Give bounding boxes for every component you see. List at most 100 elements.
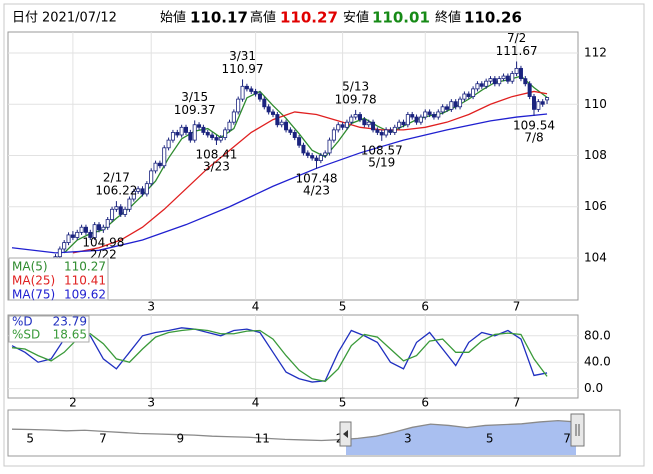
x-tick-label: 7	[513, 300, 521, 314]
y-tick-label: 80.0	[584, 328, 611, 342]
candle-body	[536, 101, 541, 110]
candle-body	[88, 231, 93, 238]
candle-body	[305, 152, 310, 156]
candle-body	[75, 231, 80, 238]
navigator-tick-label: 9	[177, 432, 185, 446]
candle-body	[114, 206, 119, 210]
candle-body	[397, 121, 402, 128]
candle-body	[157, 162, 162, 167]
candle-body	[292, 132, 297, 138]
candle-body	[257, 93, 262, 100]
candle-body	[440, 106, 445, 113]
candle-body	[327, 139, 332, 154]
candle-body	[136, 188, 141, 192]
candle-body	[431, 114, 436, 118]
candle-body	[118, 206, 123, 215]
legend-box	[8, 257, 109, 301]
candle-body	[471, 88, 476, 97]
candle-body	[301, 144, 306, 154]
candle-body	[392, 126, 397, 133]
candle-body	[183, 126, 188, 133]
legend-value: 23.79	[53, 315, 87, 329]
candle-body	[249, 88, 254, 92]
legend-label: MA(25)	[12, 274, 55, 288]
x-tick-label: 5	[339, 300, 347, 314]
navigator-line	[11, 419, 577, 442]
candle-body	[458, 98, 463, 108]
x-tick-label: 6	[421, 396, 429, 410]
legend-label: %SD	[12, 328, 40, 342]
candle-body	[532, 96, 537, 110]
candle-body	[318, 155, 323, 162]
candle-body	[375, 129, 380, 133]
candle-body	[366, 121, 371, 126]
annotation-value: 104.98	[82, 235, 124, 249]
candle-body	[201, 126, 206, 133]
candle-body	[79, 226, 84, 233]
candle-body	[83, 226, 88, 233]
candle-body	[540, 101, 545, 105]
y-tick-label: 108	[584, 148, 607, 162]
annotation-value: 110.97	[222, 62, 264, 76]
candle-body	[527, 83, 532, 97]
legend-value: 110.41	[64, 274, 106, 288]
annotation-date: 5/19	[368, 155, 395, 169]
x-tick-label: 3	[147, 396, 155, 410]
candle-body	[444, 106, 449, 110]
candle-body	[314, 157, 319, 162]
open: 110.17	[190, 9, 248, 27]
y-tick-label: 112	[584, 46, 607, 60]
candle-body	[140, 188, 145, 195]
candle-body	[501, 75, 506, 80]
candle-body	[66, 234, 71, 244]
candle-body	[288, 129, 293, 133]
x-tick-label: 4	[252, 396, 260, 410]
annotation-date: 3/15	[181, 90, 208, 104]
candle-body	[214, 137, 219, 141]
candle-body	[310, 155, 315, 159]
date-label: 日付	[12, 11, 38, 26]
stoch-line	[11, 327, 548, 383]
candle-body	[510, 73, 515, 82]
candle-body	[331, 129, 336, 141]
x-tick-label: 5	[339, 396, 347, 410]
navigator-area	[346, 420, 576, 455]
candle-body	[127, 198, 132, 210]
candle-body	[105, 219, 110, 228]
candle-body	[97, 224, 102, 231]
legend-label: %D	[12, 315, 33, 329]
annotation-date: 2/17	[103, 171, 130, 185]
range-handle[interactable]	[570, 413, 585, 447]
candle-body	[297, 137, 302, 146]
navigator-tick-label: 11	[255, 432, 270, 446]
candle-body	[401, 121, 406, 126]
navigator-tick-label: 7	[99, 432, 107, 446]
candle-body	[410, 114, 415, 118]
candle-body	[388, 129, 393, 133]
navigator-tick-label: 5	[26, 432, 34, 446]
annotation-value: 109.54	[513, 119, 555, 133]
candle-body	[336, 124, 341, 131]
handle-arrow	[343, 430, 348, 438]
legend-label: MA(5)	[12, 260, 48, 274]
candle-body	[423, 111, 428, 118]
annotation-date: 3/23	[203, 159, 230, 173]
annotation-value: 111.67	[496, 44, 538, 58]
candle-body	[253, 91, 258, 95]
navigator-tick-label: 3	[404, 432, 412, 446]
candle-body	[523, 78, 528, 85]
candle-body	[101, 226, 106, 231]
y-tick-label: 0.0	[584, 381, 603, 395]
legend-value: 110.27	[64, 260, 106, 274]
legend-label: MA(75)	[12, 288, 55, 302]
candle-body	[466, 93, 471, 97]
low: 110.01	[372, 9, 430, 27]
candle-body	[266, 106, 271, 113]
date: 2021/07/12	[42, 11, 117, 26]
candle-body	[223, 129, 228, 138]
y-tick-label: 106	[584, 199, 607, 213]
main-panel	[7, 31, 579, 301]
annotation-value: 108.57	[361, 143, 403, 157]
x-tick-label: 4	[252, 300, 260, 314]
ma-line	[63, 75, 548, 254]
